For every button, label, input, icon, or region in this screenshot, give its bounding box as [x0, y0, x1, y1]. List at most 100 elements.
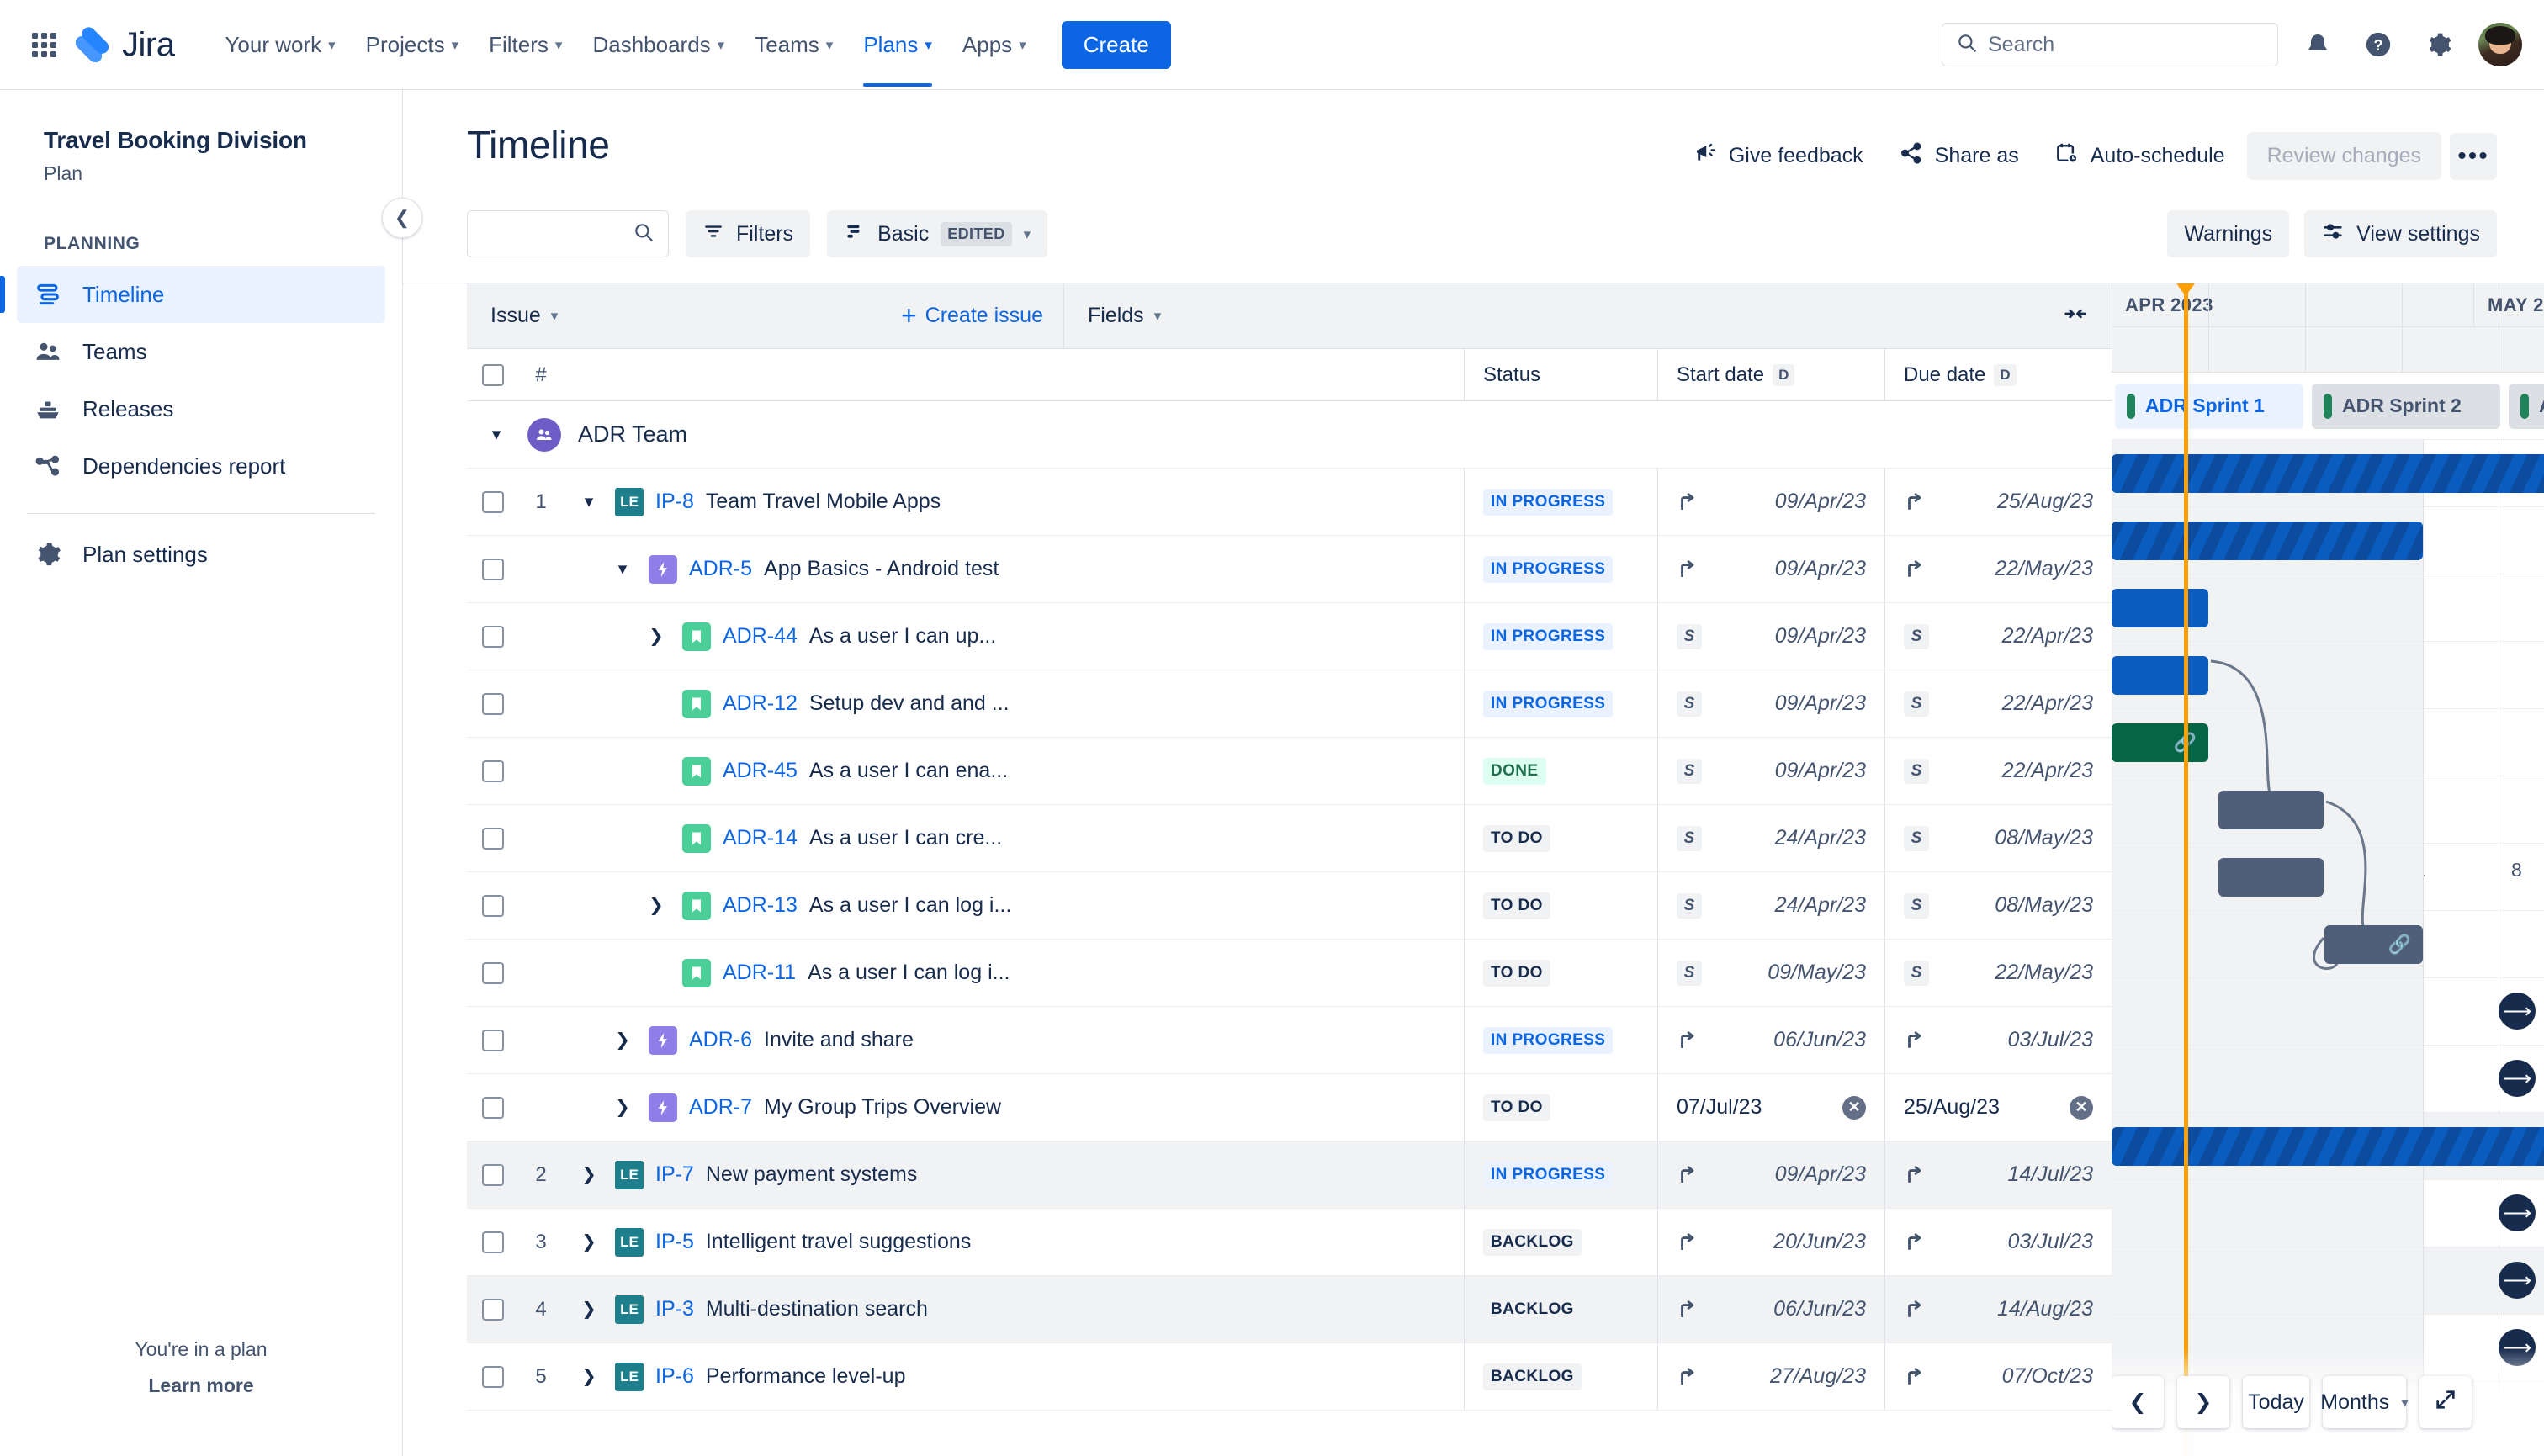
nav-item-dashboards[interactable]: Dashboards ▾	[579, 22, 738, 68]
sidebar-item-plan-settings[interactable]: Plan settings	[17, 526, 385, 583]
due-date-cell[interactable]: 25/Aug/23 ✕	[1904, 1095, 2112, 1120]
row-status-cell[interactable]: IN PROGRESS	[1464, 536, 1657, 602]
row-status-cell[interactable]: IN PROGRESS	[1464, 670, 1657, 737]
chevron-down-icon[interactable]: ▾	[584, 492, 594, 511]
issue-key-link[interactable]: ADR-14	[723, 826, 798, 850]
row-checkbox[interactable]	[482, 894, 504, 917]
offscreen-bar-indicator[interactable]: ⟶	[2499, 1060, 2536, 1097]
team-group-row[interactable]: ▾ ADR Team	[467, 401, 2112, 469]
collapse-horizontal-icon[interactable]	[2063, 301, 2088, 331]
due-date-cell[interactable]: S 22/Apr/23	[1904, 758, 2112, 784]
offscreen-bar-indicator[interactable]: ⟶	[2499, 1262, 2536, 1299]
gantt-bar[interactable]: ⟶	[2112, 454, 2544, 493]
issue-search-box[interactable]	[467, 210, 669, 257]
row-status-cell[interactable]: TO DO	[1464, 872, 1657, 939]
issue-column-menu[interactable]: Issue ▾	[490, 304, 558, 328]
chevron-right-icon[interactable]: ❯	[581, 1367, 596, 1386]
help-button[interactable]: ?	[2357, 24, 2399, 66]
issue-key-link[interactable]: ADR-44	[723, 624, 798, 648]
sprint-chip[interactable]: ADR Sprint 1	[2115, 383, 2303, 429]
select-all-checkbox[interactable]	[482, 363, 504, 386]
due-date-cell[interactable]: S 22/Apr/23	[1904, 691, 2112, 717]
row-checkbox[interactable]	[482, 961, 504, 984]
global-search-box[interactable]	[1942, 23, 2278, 66]
clear-start-date-icon[interactable]: ✕	[1842, 1095, 1866, 1120]
row-checkbox[interactable]	[482, 490, 504, 513]
gantt-bar[interactable]	[2218, 791, 2324, 829]
learn-more-link[interactable]: Learn more	[148, 1374, 254, 1396]
sidebar-collapse-button[interactable]: ❮	[382, 198, 422, 238]
start-date-cell[interactable]: 09/Apr/23	[1677, 557, 1884, 581]
nav-item-filters[interactable]: Filters ▾	[475, 22, 575, 68]
row-checkbox[interactable]	[482, 625, 504, 648]
table-row[interactable]: ❯ ADR-44 As a user I can up... IN PROGRESS S…	[467, 603, 2112, 670]
offscreen-bar-indicator[interactable]: ⟶	[2499, 1194, 2536, 1231]
row-status-cell[interactable]: TO DO	[1464, 940, 1657, 1006]
start-date-cell[interactable]: S 09/Apr/23	[1677, 758, 1884, 784]
table-row[interactable]: ADR-45 As a user I can ena... DONE S 09/Apr/…	[467, 738, 2112, 805]
row-status-cell[interactable]: IN PROGRESS	[1464, 1007, 1657, 1073]
nav-item-your-work[interactable]: Your work ▾	[211, 22, 348, 68]
issue-key-link[interactable]: IP-5	[655, 1230, 694, 1253]
sidebar-item-dependencies-report[interactable]: Dependencies report	[17, 437, 385, 495]
chevron-down-icon[interactable]: ▾	[491, 425, 501, 444]
auto-schedule-button[interactable]: Auto-schedule	[2041, 130, 2239, 182]
row-checkbox[interactable]	[482, 827, 504, 850]
sidebar-item-releases[interactable]: Releases	[17, 380, 385, 437]
issue-key-link[interactable]: IP-6	[655, 1364, 694, 1388]
due-date-cell[interactable]: 07/Oct/23	[1904, 1364, 2112, 1389]
due-date-cell[interactable]: 03/Jul/23	[1904, 1028, 2112, 1052]
filters-button[interactable]: Filters	[686, 210, 811, 257]
issue-key-link[interactable]: ADR-7	[689, 1095, 753, 1119]
issue-key-link[interactable]: IP-3	[655, 1297, 694, 1321]
due-date-cell[interactable]: S 08/May/23	[1904, 892, 2112, 919]
view-settings-button[interactable]: View settings	[2304, 210, 2497, 257]
table-row[interactable]: 5 ❯ LE IP-6 Performance level-up BACKLOG 27/Au…	[467, 1343, 2112, 1411]
row-checkbox[interactable]	[482, 1029, 504, 1051]
table-row[interactable]: 2 ❯ LE IP-7 New payment systems IN PROGRESS 09…	[467, 1141, 2112, 1209]
create-button[interactable]: Create	[1061, 20, 1171, 69]
due-date-cell[interactable]: 22/May/23	[1904, 557, 2112, 581]
scroll-left-button[interactable]: ❮	[2112, 1376, 2164, 1428]
start-date-cell[interactable]: S 24/Apr/23	[1677, 825, 1884, 851]
due-date-cell[interactable]: 03/Jul/23	[1904, 1230, 2112, 1254]
nav-item-teams[interactable]: Teams ▾	[741, 22, 846, 68]
fullscreen-button[interactable]	[2419, 1376, 2472, 1428]
row-checkbox[interactable]	[482, 1298, 504, 1321]
sprint-chip[interactable]: ADR Sprint 3	[2509, 383, 2544, 429]
table-row[interactable]: ADR-11 As a user I can log i... TO DO S 09/M…	[467, 940, 2112, 1007]
share-as-button[interactable]: Share as	[1885, 130, 2033, 182]
sprint-chip[interactable]: ADR Sprint 2	[2312, 383, 2500, 429]
gantt-bar[interactable]: 🔗	[2112, 723, 2208, 762]
chevron-right-icon[interactable]: ❯	[649, 896, 664, 915]
issue-key-link[interactable]: ADR-5	[689, 557, 753, 580]
row-checkbox[interactable]	[482, 1365, 504, 1388]
settings-button[interactable]	[2418, 24, 2460, 66]
row-status-cell[interactable]: IN PROGRESS	[1464, 1141, 1657, 1208]
table-row[interactable]: ADR-14 As a user I can cre... TO DO S 24/Apr…	[467, 805, 2112, 872]
row-status-cell[interactable]: TO DO	[1464, 805, 1657, 871]
row-checkbox[interactable]	[482, 1231, 504, 1253]
chevron-down-icon[interactable]: ▾	[617, 559, 628, 579]
chevron-right-icon[interactable]: ❯	[615, 1098, 630, 1117]
gantt-bar[interactable]: 🔗	[2324, 925, 2423, 964]
start-date-cell[interactable]: S 09/May/23	[1677, 960, 1884, 986]
issue-key-link[interactable]: ADR-6	[689, 1028, 753, 1051]
issue-key-link[interactable]: IP-8	[655, 490, 694, 513]
chevron-right-icon[interactable]: ❯	[649, 627, 664, 646]
sidebar-item-timeline[interactable]: Timeline	[0, 266, 385, 323]
row-checkbox[interactable]	[482, 1096, 504, 1119]
chevron-right-icon[interactable]: ❯	[615, 1030, 630, 1050]
chevron-right-icon[interactable]: ❯	[581, 1300, 596, 1319]
status-column-header[interactable]: Status	[1464, 349, 1657, 400]
nav-item-apps[interactable]: Apps ▾	[949, 22, 1040, 68]
gantt-bar[interactable]: ⟶	[2112, 1127, 2544, 1166]
row-status-cell[interactable]: DONE	[1464, 738, 1657, 804]
row-status-cell[interactable]: TO DO	[1464, 1074, 1657, 1141]
due-date-cell[interactable]: 14/Jul/23	[1904, 1162, 2112, 1187]
warnings-button[interactable]: Warnings	[2167, 210, 2290, 257]
row-status-cell[interactable]: IN PROGRESS	[1464, 603, 1657, 670]
create-issue-button[interactable]: + Create issue	[901, 302, 1043, 330]
table-row[interactable]: ❯ ADR-13 As a user I can log i... TO DO S 24/…	[467, 872, 2112, 940]
row-checkbox[interactable]	[482, 692, 504, 715]
